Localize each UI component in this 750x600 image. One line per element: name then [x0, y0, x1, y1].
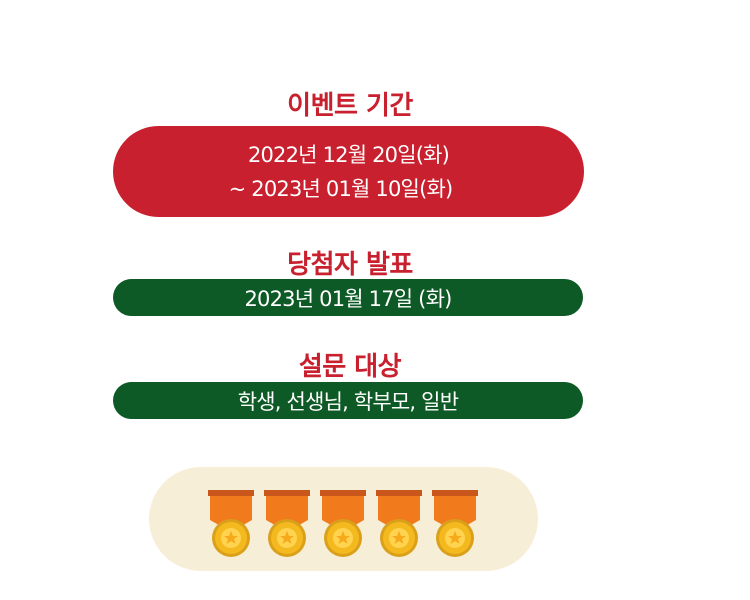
survey-target-pill: 학생, 선생님, 학부모, 일반 — [113, 382, 583, 419]
survey-target-heading: 설문 대상 — [298, 352, 402, 382]
medal-icon — [208, 490, 254, 557]
survey-target-audience: 학생, 선생님, 학부모, 일반 — [237, 389, 459, 414]
announcement-pill: 2023년 01월 17일 (화) — [113, 279, 583, 316]
event-period-start: 2022년 12월 20일(화) — [247, 142, 450, 167]
announcement-heading: 당첨자 발표 — [287, 250, 413, 280]
event-period-end: ~ 2023년 01월 10일(화) — [228, 176, 454, 201]
medal-icon — [264, 490, 310, 557]
medal-icon — [432, 490, 478, 557]
medal-icon — [376, 490, 422, 557]
medal-icon — [320, 490, 366, 557]
event-period-pill: 2022년 12월 20일(화) ~ 2023년 01월 10일(화) — [113, 126, 584, 217]
announcement-date: 2023년 01월 17일 (화) — [244, 286, 453, 311]
event-period-heading: 이벤트 기간 — [287, 91, 413, 121]
